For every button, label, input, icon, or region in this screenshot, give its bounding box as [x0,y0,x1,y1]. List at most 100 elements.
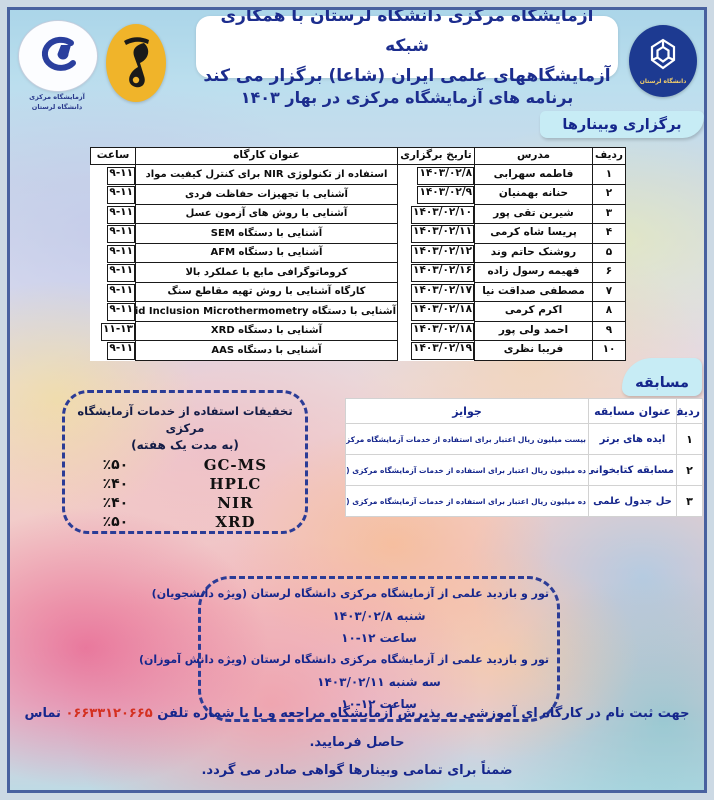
webinar-time: ۹-۱۱ [107,342,135,360]
table-row: ۸ اکرم کرمی ۱۴۰۳/۰۲/۱۸ آشنایی با دستگاه Flu… [91,301,626,322]
competition-prize: بیست میلیون ریال اعتبار برای استفاده از … [345,423,589,455]
webinar-time: ۹-۱۱ [107,283,135,302]
competition-row-number: ۱ [676,423,703,455]
tour-time: ساعت ۱۰-۱۲ [341,697,417,711]
col-date: تاریخ برگزاری [397,147,475,165]
webinar-time: ۹-۱۱ [107,264,135,282]
webinar-instructor: احمد ولی پور [474,320,593,341]
webinar-title: استفاده از تکنولوژی NIR برای کنترل کیفیت… [135,164,398,185]
title-line1: آزمایشگاه مرکزی دانشگاه لرستان با همکاری… [220,6,594,57]
competition-title: ایده های برتر [588,423,677,455]
phone-number: ۰۶۶۳۳۱۲۰۶۶۵ [65,706,153,722]
list-item: XRD ٪۵۰ [65,513,305,532]
webinar-date: ۱۴۰۳/۰۲/۱۲ [411,244,474,263]
webinar-row-number: ۹ [592,320,626,341]
table-row: ۵ روشنک حاتم وند ۱۴۰۳/۰۲/۱۲ آشنایی با دستگا… [91,242,626,263]
col-row: ردیف [676,398,703,424]
competition-prize: ده میلیون ریال اعتبار برای استفاده از خد… [345,454,589,486]
webinar-row-number: ۳ [592,203,626,224]
webinars-header-row: ردیف مدرس تاریخ برگزاری عنوان کارگاه ساع… [90,147,626,165]
tours-panel: تور و بازدید علمی از آزمایشگاه مرکزی دان… [139,576,560,722]
discount-service: XRD [215,513,256,531]
webinar-instructor: فریبا نظری [474,340,593,361]
header-subtitle: برنامه های آزمایشگاه مرکزی در بهار ۱۴۰۳ [240,88,574,107]
webinar-title: آشنایی با روش های آزمون عسل [135,203,398,224]
webinars-section-label: برگزاری وبینارها [540,111,704,138]
tour-title: تور و بازدید علمی از آزمایشگاه مرکزی دان… [151,587,549,600]
webinar-date: ۱۴۰۳/۰۲/۱۸ [411,303,474,321]
webinar-row-number: ۵ [592,242,626,263]
university-logo: دانشگاه لرستان [629,25,697,97]
discount-service: HPLC [209,475,262,493]
webinar-time: ۱۱-۱۳ [101,322,135,341]
competition-title: مسابقه کتابخوانی [588,454,677,486]
competition-row-number: ۳ [676,485,703,517]
col-title: عنوان کارگاه [135,147,398,165]
webinar-title: کروماتوگرافی مایع با عملکرد بالا [135,262,398,283]
table-row: ۳ شیرین تقی پور ۱۴۰۳/۰۲/۱۰ آشنایی با روش ها… [91,203,626,224]
footer-registration-line: جهت ثبت نام در کارگاه ای آموزشی به پذیرش… [18,700,696,757]
col-instructor: مدرس [474,147,593,165]
central-lab-logo: آزمایشگاه مرکزی دانشگاه لرستان [17,21,97,113]
central-lab-logo-caption: آزمایشگاه مرکزی دانشگاه لرستان [29,93,85,111]
webinar-row-number: ۷ [592,281,626,302]
webinar-instructor: فاطمه سهرابی [474,164,593,185]
webinar-row-number: ۱ [592,164,626,185]
webinar-title: آشنایی با دستگاه XRD [135,320,398,341]
shaa-calligraphy-icon [124,37,149,88]
title-line2: آزمایشگاههای علمی ایران (شاعا) برگزار می… [203,65,611,86]
webinar-date: ۱۴۰۳/۰۲/۱۶ [411,264,474,282]
university-emblem-icon [650,38,676,70]
header-title-box: آزمایشگاه مرکزی دانشگاه لرستان با همکاری… [196,6,618,86]
webinar-instructor: شیرین تقی پور [474,203,593,224]
webinar-date: ۱۴۰۳/۰۲/۱۸ [411,322,474,341]
col-competition-title: عنوان مسابقه [588,398,677,424]
webinar-row-number: ۸ [592,301,626,322]
webinar-instructor: فهیمه رسول زاده [474,262,593,283]
competition-prize: ده میلیون ریال اعتبار برای استفاده از خد… [345,485,589,517]
central-lab-logo-circle [19,21,97,91]
webinar-row-number: ۴ [592,223,626,244]
discount-percent: ٪۴۰ [102,476,129,492]
discount-percent: ٪۴۰ [102,495,129,511]
webinar-time: ۹-۱۱ [107,244,135,263]
table-row: ۷ مصطفی صداقت نیا ۱۴۰۳/۰۲/۱۷ کارگاه آشنایی … [91,281,626,302]
webinar-row-number: ۱۰ [592,340,626,361]
table-row: ۱ فاطمه سهرابی ۱۴۰۳/۰۲/۸ استفاده از تکنولوژ… [91,164,626,185]
lab-flask-icon [41,36,76,71]
webinar-time: ۹-۱۱ [107,166,135,185]
competition-header-row: ردیف عنوان مسابقه جوایز [345,398,703,424]
webinar-title: آشنایی با تجهیزات حفاظت فردی [135,184,398,205]
table-row: ۶ فهیمه رسول زاده ۱۴۰۳/۰۲/۱۶ کروماتوگرافی م… [91,262,626,283]
webinar-instructor: اکرم کرمی [474,301,593,322]
webinar-date: ۱۴۰۳/۰۲/۸ [417,166,474,185]
webinar-title: آشنایی با دستگاه AFM [135,242,398,263]
tour-date: سه شنبه ۱۴۰۳/۰۲/۱۱ [317,675,441,689]
discount-service: NIR [217,494,254,512]
shaa-network-logo [106,24,166,102]
webinar-title: آشنایی با دستگاه AAS [135,340,398,361]
discounts-title: تخفیفات استفاده از خدمات آزمایشگاه مرکزی [77,404,293,436]
table-row: ۹ احمد ولی پور ۱۴۰۳/۰۲/۱۸ آشنایی با دستگاه … [91,320,626,341]
footer-certificate-line: ضمناً برای تمامی وبینارها گواهی صادر می … [201,763,513,779]
webinar-time: ۹-۱۱ [107,205,135,224]
webinar-instructor: مصطفی صداقت نیا [474,281,593,302]
webinar-title: کارگاه آشنایی با روش تهیه مقاطع سنگ [135,281,398,302]
webinar-title: آشنایی با دستگاه Fluid Inclusion Microth… [135,301,398,322]
discount-service: GC-MS [203,456,268,474]
webinar-instructor: روشنک حاتم وند [474,242,593,263]
webinar-row-number: ۶ [592,262,626,283]
webinar-time: ۹-۱۱ [107,225,135,243]
list-item: NIR ٪۴۰ [65,494,305,513]
table-row: ۴ پریسا شاه کرمی ۱۴۰۳/۰۲/۱۱ آشنایی با دستگا… [91,223,626,244]
webinar-date: ۱۴۰۳/۰۲/۱۷ [411,283,474,302]
list-item: HPLC ٪۴۰ [65,475,305,494]
webinar-date: ۱۴۰۳/۰۲/۱۱ [411,225,474,243]
competition-title: حل جدول علمی [588,485,677,517]
col-time: ساعت [90,147,136,165]
competition-row-number: ۲ [676,454,703,486]
tour-date: شنبه ۱۴۰۳/۰۲/۸ [332,609,426,623]
table-row: ۱۰ فریبا نظری ۱۴۰۳/۰۲/۱۹ آشنایی با دستگاه A… [91,340,626,361]
